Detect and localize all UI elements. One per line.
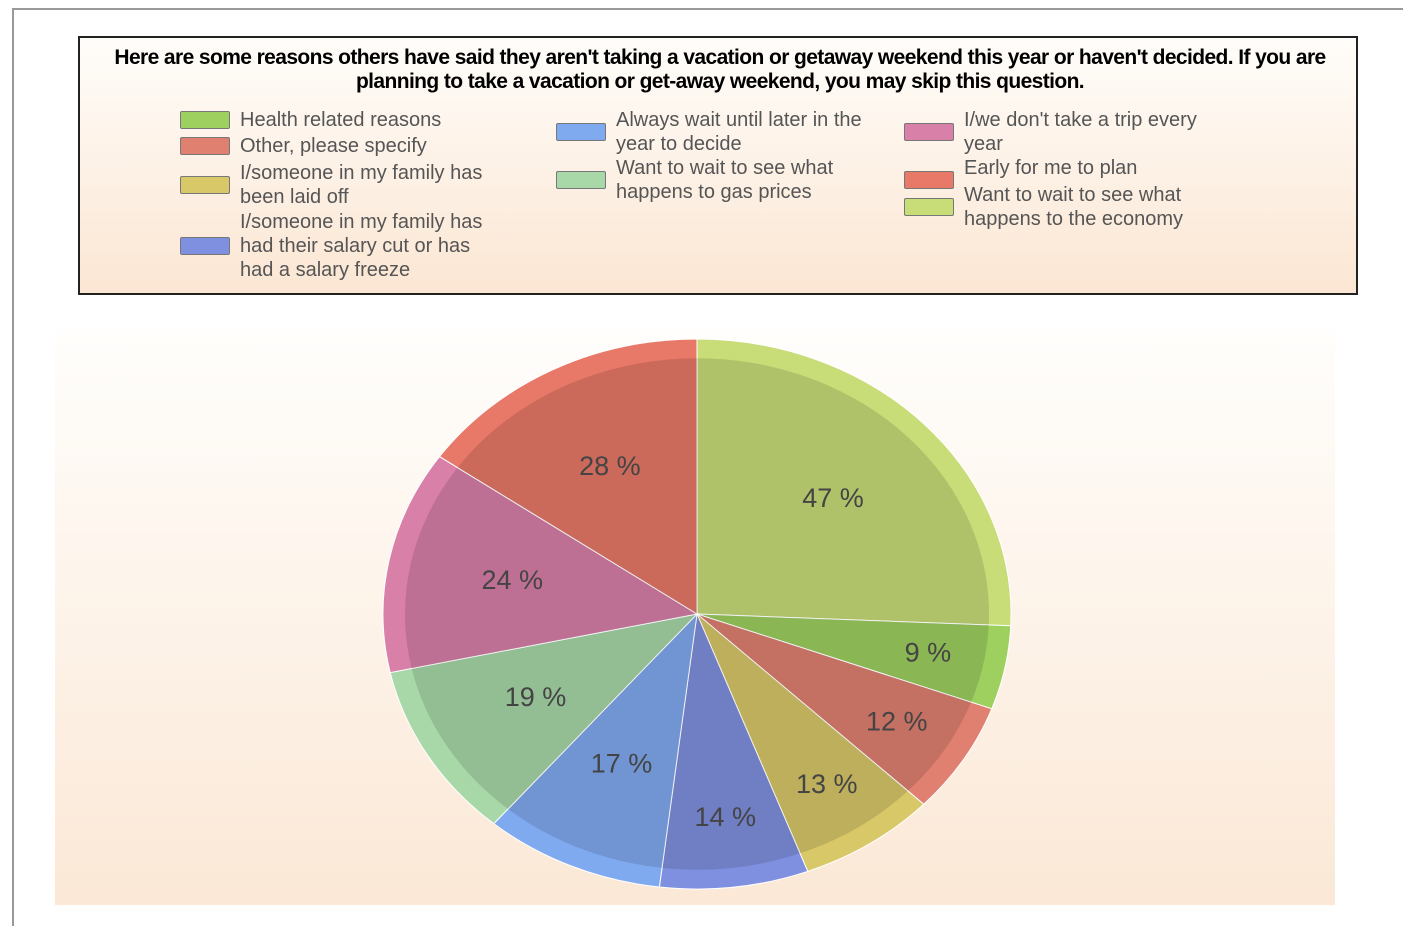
- data-label: 17 %: [591, 748, 653, 778]
- legend-item: Want to wait to see what happens to gas …: [556, 156, 876, 204]
- legend-label: Health related reasons: [240, 109, 442, 131]
- legend-item: I/someone in my family has had their sal…: [180, 210, 500, 282]
- legend-label: Other, please specify: [240, 135, 427, 157]
- legend-swatch: [180, 237, 230, 255]
- chart: 47 % 9 % 12 % 13 % 14 % 17 % 19 % 24 % 28 %: [382, 338, 1012, 890]
- chart-title: Here are some reasons others have said t…: [114, 46, 1326, 93]
- pie-slice-shade: [697, 614, 908, 854]
- legend-swatch: [180, 137, 230, 155]
- pie-slice: [382, 455, 699, 674]
- legend-swatch: [904, 123, 954, 141]
- data-label: 9 %: [905, 638, 952, 668]
- data-label: 19 %: [505, 682, 567, 712]
- legend-item: Always wait until later in the year to d…: [556, 108, 876, 156]
- pie-slice: [696, 613, 993, 805]
- legend-swatch: [180, 111, 230, 129]
- data-label: 28 %: [579, 451, 641, 481]
- pie-slice-shade: [457, 358, 697, 614]
- legend-label: Always wait until later in the year to d…: [616, 109, 862, 155]
- legend-swatch: [556, 123, 606, 141]
- pie-slice-shade: [697, 614, 989, 703]
- plot-area: 47 % 9 % 12 % 13 % 14 % 17 % 19 % 24 % 28 %: [55, 330, 1335, 905]
- legend-item: I/someone in my family has been laid off: [180, 161, 500, 209]
- data-label: 47 %: [802, 483, 864, 513]
- legend-label: I/someone in my family has had their sal…: [240, 211, 483, 281]
- legend-label: Early for me to plan: [964, 157, 1138, 179]
- pie-slice: [438, 338, 698, 615]
- legend-swatch: [904, 171, 954, 189]
- legend-item: Early for me to plan: [904, 156, 1224, 189]
- pie-slice: [493, 612, 698, 888]
- legend-label: Want to wait to see what happens to the …: [964, 184, 1184, 230]
- frame: [12, 8, 1403, 926]
- legend-label: I/we don't take a trip every year: [964, 109, 1197, 155]
- legend-label: I/someone in my family has been laid off: [240, 162, 483, 208]
- pie-slice-shade: [697, 614, 972, 791]
- legend-item: Health related reasons: [180, 108, 500, 132]
- pie-slice-shade: [508, 614, 697, 868]
- legend-swatch: [556, 171, 606, 189]
- pie-slice: [696, 613, 925, 872]
- pie-slice-shade: [661, 614, 801, 870]
- legend-swatch: [904, 198, 954, 216]
- data-label: 24 %: [481, 565, 543, 595]
- pie-slice-shade: [404, 467, 697, 669]
- pie-slice-shade: [697, 358, 990, 625]
- pie-slice: [696, 338, 1012, 627]
- legend-item: Other, please specify: [180, 134, 500, 158]
- data-label: 14 %: [694, 802, 756, 832]
- legend-swatch: [180, 176, 230, 194]
- legend: Here are some reasons others have said t…: [78, 36, 1358, 295]
- pie-slice-shade: [411, 614, 697, 809]
- data-label: 12 %: [866, 706, 928, 736]
- pie-slice: [658, 612, 809, 890]
- data-label: 13 %: [796, 769, 858, 799]
- legend-item: Want to wait to see what happens to the …: [904, 183, 1224, 231]
- legend-label: Want to wait to see what happens to gas …: [616, 157, 834, 203]
- legend-item: I/we don't take a trip every year: [904, 108, 1224, 156]
- pie-slice: [389, 613, 699, 825]
